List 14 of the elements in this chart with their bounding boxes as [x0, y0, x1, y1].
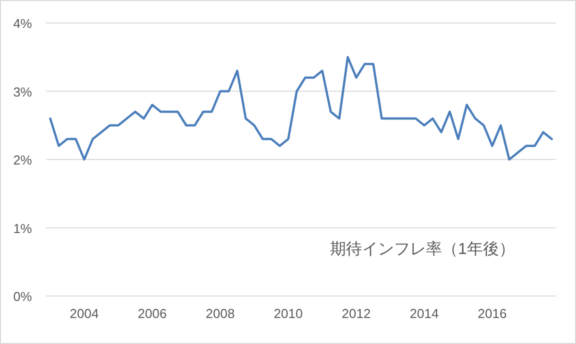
- y-tick-label: 0%: [13, 289, 32, 304]
- x-tick-label: 2012: [342, 306, 371, 321]
- y-tick-label: 3%: [13, 84, 32, 100]
- line-series: [49, 56, 553, 161]
- x-tick-label: 2008: [206, 306, 235, 321]
- x-tick-label: 2004: [70, 306, 99, 321]
- annotation: 期待インフレ率（1年後）: [330, 240, 515, 258]
- y-tick-label: 4%: [13, 16, 32, 31]
- y-tick-label: 2%: [13, 152, 32, 168]
- x-tick-label: 2006: [138, 306, 167, 321]
- y-tick-label: 1%: [13, 220, 32, 236]
- x-tick-label: 2016: [478, 306, 507, 321]
- x-tick-label: 2010: [274, 306, 303, 321]
- x-tick-label: 2014: [410, 306, 439, 321]
